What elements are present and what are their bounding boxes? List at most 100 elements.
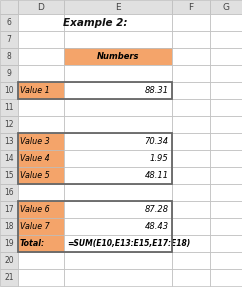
Text: 10: 10 [4,86,14,95]
Text: 11: 11 [4,103,14,112]
Bar [0,252,18,269]
Bar [0,99,18,116]
Bar [18,269,64,286]
Bar [172,201,210,218]
Text: 18: 18 [4,222,14,231]
Text: 12: 12 [4,120,14,129]
Text: 17: 17 [4,205,14,214]
Bar [18,201,172,252]
Bar [210,133,242,150]
Bar [172,167,210,184]
Bar [0,235,18,252]
Bar [18,116,64,133]
Bar [18,133,64,150]
Bar [18,31,64,48]
Bar [0,48,18,65]
Text: F: F [189,2,194,11]
Text: =SUM(E10,E13:E15,E17:E18): =SUM(E10,E13:E15,E17:E18) [67,239,190,248]
Bar [172,235,210,252]
Bar [64,252,172,269]
Bar [0,269,18,286]
Bar [0,167,18,184]
Text: 13: 13 [4,137,14,146]
Bar [0,65,18,82]
Bar [210,218,242,235]
Text: Value 7: Value 7 [20,222,50,231]
Text: 6: 6 [7,18,11,27]
Bar [18,133,172,184]
Text: 7: 7 [7,35,11,44]
Text: Value 6: Value 6 [20,205,50,214]
Text: 70.34: 70.34 [145,137,169,146]
Text: G: G [222,2,229,11]
Bar [18,82,172,99]
Text: E: E [115,2,121,11]
Bar [172,116,210,133]
Bar [64,167,172,184]
Bar [64,99,172,116]
Text: 19: 19 [4,239,14,248]
Bar [18,150,64,167]
Bar [0,218,18,235]
Bar [0,14,18,31]
Bar [0,201,18,218]
Bar [64,82,172,99]
Bar [18,235,64,252]
Bar [210,269,242,286]
Bar [18,82,64,99]
Bar [172,218,210,235]
Bar [0,31,18,48]
Text: 20: 20 [4,256,14,265]
Text: 15: 15 [4,171,14,180]
Bar [172,99,210,116]
Bar [64,269,172,286]
Bar [18,14,64,31]
Bar [172,14,210,31]
Bar [64,31,172,48]
Bar [18,184,64,201]
Bar [64,201,172,218]
Bar [210,235,242,252]
Bar [210,48,242,65]
Text: D: D [38,2,45,11]
Bar [64,218,172,235]
Bar [210,184,242,201]
Bar [210,99,242,116]
Bar [172,269,210,286]
Text: 87.28: 87.28 [145,205,169,214]
Text: Value 5: Value 5 [20,171,50,180]
Bar [18,0,64,14]
Bar [64,0,172,14]
Text: 8: 8 [7,52,11,61]
Text: 88.31: 88.31 [145,86,169,95]
Text: 16: 16 [4,188,14,197]
Bar [0,133,18,150]
Text: Value 1: Value 1 [20,86,50,95]
Bar [18,99,64,116]
Bar [210,0,242,14]
Bar [210,201,242,218]
Bar [64,150,172,167]
Bar [64,48,172,65]
Text: Value 4: Value 4 [20,154,50,163]
Text: 48.11: 48.11 [145,171,169,180]
Bar [0,150,18,167]
Bar [172,31,210,48]
Bar [18,218,64,235]
Bar [210,14,242,31]
Bar [210,150,242,167]
Bar [64,65,172,82]
Bar [172,48,210,65]
Bar [64,184,172,201]
Bar [0,82,18,99]
Bar [18,201,64,218]
Text: 9: 9 [7,69,11,78]
Bar [172,150,210,167]
Text: Example 2:: Example 2: [63,17,127,28]
Bar [210,65,242,82]
Bar [64,133,172,150]
Text: 14: 14 [4,154,14,163]
Bar [18,48,64,65]
Bar [172,184,210,201]
Text: 48.43: 48.43 [145,222,169,231]
